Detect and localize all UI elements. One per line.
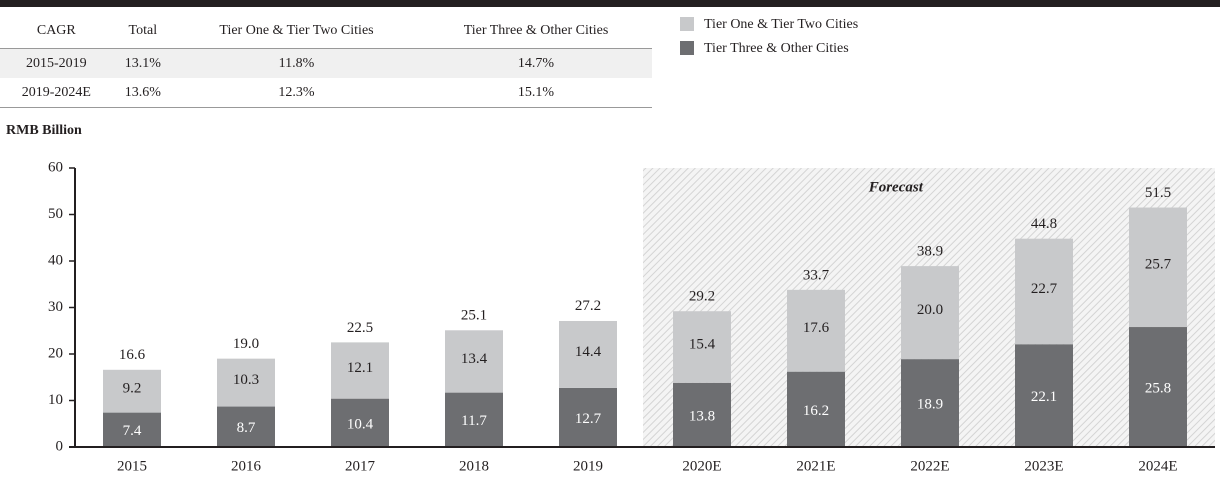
total-label: 16.6 [119, 347, 146, 363]
data-label: 12.7 [575, 411, 602, 427]
top-bar [0, 0, 1220, 7]
cell: 2015-2019 [0, 48, 113, 78]
header-cell: CAGR [0, 14, 113, 49]
cell: 14.7% [420, 48, 652, 78]
legend-swatch [680, 41, 694, 55]
data-label: 14.4 [575, 344, 602, 360]
total-label: 51.5 [1145, 185, 1171, 201]
data-label: 25.8 [1145, 380, 1171, 396]
x-tick-label: 2015 [117, 458, 147, 474]
x-tick-label: 2022E [910, 458, 949, 474]
bar-segment [331, 342, 389, 399]
cagr-table: CAGR Total Tier One & Tier Two Cities Ti… [0, 14, 652, 108]
bar-segment [901, 359, 959, 447]
x-tick-label: 2021E [796, 458, 835, 474]
bar-segment [331, 398, 389, 447]
data-label: 15.4 [689, 336, 716, 352]
total-label: 27.2 [575, 298, 601, 314]
total-label: 25.1 [461, 308, 487, 324]
y-tick-label: 60 [48, 159, 63, 175]
y-tick-label: 40 [48, 252, 63, 268]
x-tick-label: 2019 [573, 458, 603, 474]
x-tick-label: 2023E [1024, 458, 1063, 474]
x-tick-label: 2020E [682, 458, 721, 474]
header-cell: Total [112, 14, 173, 49]
cell: 13.6% [112, 78, 173, 108]
bar-segment [559, 320, 617, 388]
row: 2015-2019 13.1% 11.8% 14.7% [0, 48, 652, 78]
cell: 13.1% [112, 48, 173, 78]
data-label: 11.7 [461, 413, 487, 429]
bar-segment [1129, 207, 1187, 328]
data-label: 16.2 [803, 403, 829, 419]
bar-segment [673, 311, 731, 383]
total-label: 22.5 [347, 320, 373, 336]
data-label: 12.1 [347, 360, 373, 376]
data-label: 17.6 [803, 320, 830, 336]
y-tick-label: 10 [48, 392, 63, 408]
y-tick-label: 0 [56, 438, 64, 454]
total-label: 33.7 [803, 268, 830, 284]
total-label: 19.0 [233, 336, 259, 352]
bar-segment [673, 382, 731, 447]
bar-segment [1129, 327, 1187, 447]
y-tick-label: 30 [48, 299, 63, 315]
x-tick-label: 2024E [1138, 458, 1177, 474]
bar-segment [787, 289, 845, 372]
total-label: 44.8 [1031, 216, 1057, 232]
bar-segment [445, 330, 503, 393]
data-label: 7.4 [123, 423, 142, 439]
total-label: 29.2 [689, 289, 715, 305]
cell: 15.1% [420, 78, 652, 108]
data-label: 13.4 [461, 351, 488, 367]
data-label: 22.1 [1031, 389, 1057, 405]
x-tick-label: 2017 [345, 458, 376, 474]
header-cell: Tier One & Tier Two Cities [172, 14, 421, 49]
data-label: 25.7 [1145, 257, 1172, 273]
cell: 11.8% [172, 48, 421, 78]
cell: 2019-2024E [0, 78, 113, 108]
legend-label: Tier One & Tier Two Cities [704, 17, 858, 32]
y-axis-title: RMB Billion [6, 123, 82, 138]
y-tick-label: 20 [48, 345, 63, 361]
data-label: 13.8 [689, 408, 715, 424]
header-row: CAGR Total Tier One & Tier Two Cities Ti… [0, 14, 652, 49]
data-label: 9.2 [123, 381, 142, 397]
bar-segment [1015, 344, 1073, 447]
cell: 12.3% [172, 78, 421, 108]
bar-segment [103, 412, 161, 447]
total-label: 38.9 [917, 244, 943, 260]
y-tick-label: 50 [48, 206, 63, 222]
bar-segment [445, 392, 503, 447]
bar-segment [217, 406, 275, 447]
bar-segment [1015, 238, 1073, 345]
legend-swatch [680, 17, 694, 31]
row: 2019-2024E 13.6% 12.3% 15.1% [0, 78, 652, 108]
bar-segment [787, 371, 845, 447]
data-label: 22.7 [1031, 281, 1058, 297]
header-cell: Tier Three & Other Cities [420, 14, 652, 49]
forecast-label: Forecast [868, 179, 924, 195]
data-label: 10.4 [347, 416, 374, 432]
bar-segment [217, 358, 275, 407]
bar-segment [901, 266, 959, 360]
x-tick-label: 2016 [231, 458, 262, 474]
x-tick-label: 2018 [459, 458, 489, 474]
data-label: 18.9 [917, 396, 943, 412]
legend-label: Tier Three & Other Cities [704, 41, 849, 56]
bar-segment [559, 387, 617, 447]
data-label: 10.3 [233, 372, 259, 388]
bar-segment [103, 369, 161, 413]
data-label: 8.7 [237, 420, 256, 436]
data-label: 20.0 [917, 302, 943, 318]
